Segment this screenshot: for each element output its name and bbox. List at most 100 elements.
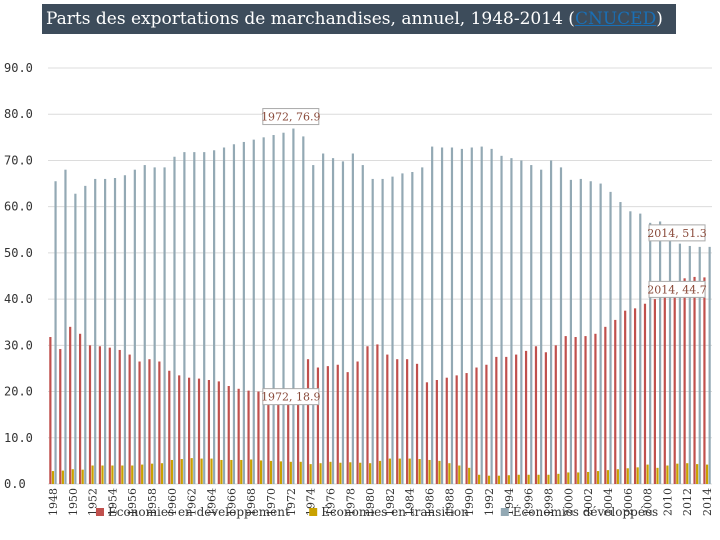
bar: [468, 467, 471, 484]
bar: [475, 367, 478, 484]
y-tick-label: 70.0: [4, 153, 33, 167]
x-tick-label: 1998: [542, 488, 555, 516]
bar: [480, 146, 483, 484]
bar: [425, 382, 429, 484]
bar: [658, 221, 662, 484]
x-tick-label: 2012: [681, 488, 694, 516]
bar: [705, 464, 709, 484]
bar: [371, 178, 374, 484]
bar: [180, 459, 183, 484]
bar: [544, 352, 547, 484]
y-tick-label: 40.0: [4, 292, 33, 306]
bar: [557, 473, 560, 484]
x-tick-label: 1960: [166, 488, 179, 516]
bar: [408, 458, 411, 484]
x-tick-label: 1978: [344, 488, 357, 516]
bar: [282, 132, 285, 484]
callout: 1972, 18.9: [261, 388, 321, 406]
bar: [341, 161, 345, 484]
bar: [505, 356, 508, 484]
bar: [381, 178, 384, 484]
x-tick-label: 2004: [602, 488, 615, 516]
bar: [306, 359, 310, 484]
bar: [668, 234, 672, 484]
bar: [438, 460, 441, 484]
legend-label: Économies en transition: [321, 504, 469, 519]
bar: [656, 467, 659, 484]
bar: [411, 172, 414, 484]
bar: [547, 474, 550, 484]
bar: [210, 458, 213, 484]
legend-swatch: [500, 508, 509, 516]
legend: Économies en développement Économies en t…: [96, 504, 658, 519]
bar: [188, 377, 191, 484]
bar: [599, 183, 602, 484]
bar: [207, 380, 211, 484]
bar: [537, 474, 540, 484]
callout-label: 2014, 51.3: [647, 227, 706, 240]
cnuced-link[interactable]: CNUCED: [574, 9, 657, 29]
bar: [688, 245, 691, 484]
bar: [356, 361, 359, 484]
callout-label: 1972, 76.9: [261, 111, 320, 124]
bar: [94, 178, 97, 484]
bar: [331, 158, 335, 484]
bar: [460, 148, 463, 484]
bar: [153, 167, 156, 484]
chart-title-text: Parts des exportations de marchandises, …: [46, 9, 563, 29]
bar: [197, 378, 201, 484]
callouts: 1972, 76.9 1972, 18.9 2014, 51.3 2014, 44.7: [261, 108, 707, 406]
grid-layer: [48, 67, 712, 485]
bar: [500, 155, 503, 484]
x-tick-label: 1950: [67, 488, 80, 516]
bar: [584, 336, 587, 484]
bar: [577, 472, 580, 484]
bar: [574, 337, 577, 484]
bar: [279, 461, 282, 484]
bar: [299, 461, 302, 484]
callout: 2014, 44.7: [647, 280, 707, 298]
bar: [507, 475, 510, 484]
bar: [143, 165, 146, 484]
bar: [698, 246, 701, 484]
x-tick-label: 1958: [146, 488, 159, 516]
bar: [158, 361, 161, 484]
bar: [71, 469, 74, 484]
bar: [455, 375, 458, 484]
legend-label: Économies développées: [513, 504, 658, 519]
bar: [316, 367, 320, 484]
x-tick-label: 2014: [701, 488, 714, 516]
bar: [242, 141, 245, 484]
bar: [160, 463, 164, 484]
bar: [173, 156, 176, 484]
callout-label: 1972, 18.9: [261, 391, 320, 404]
bar: [418, 459, 421, 484]
bar: [292, 128, 295, 485]
bar: [163, 167, 166, 484]
bar: [366, 346, 369, 484]
bar: [287, 396, 290, 484]
y-tick-label: 80.0: [4, 107, 33, 121]
y-axis: 0.0 10.0 20.0 30.0 40.0 50.0 60.0 70.0 80.0 90.0: [4, 61, 33, 491]
bar: [587, 471, 590, 484]
series-2: [51, 458, 709, 484]
y-tick-label: 90.0: [4, 61, 33, 75]
bar: [113, 178, 117, 484]
bar: [322, 153, 325, 484]
bar: [51, 471, 55, 484]
bar: [450, 147, 454, 484]
bar: [428, 459, 431, 484]
bar: [619, 202, 622, 485]
bar: [74, 193, 77, 484]
bar: [297, 389, 300, 484]
x-tick-label: 2008: [642, 488, 655, 516]
bar: [520, 160, 523, 484]
bar: [339, 462, 342, 484]
x-tick-label: 1970: [265, 488, 278, 516]
bar: [128, 354, 131, 484]
bar: [490, 148, 493, 484]
bar: [693, 276, 696, 484]
series-3: [54, 128, 711, 485]
bar: [564, 336, 567, 484]
bar: [138, 361, 141, 484]
